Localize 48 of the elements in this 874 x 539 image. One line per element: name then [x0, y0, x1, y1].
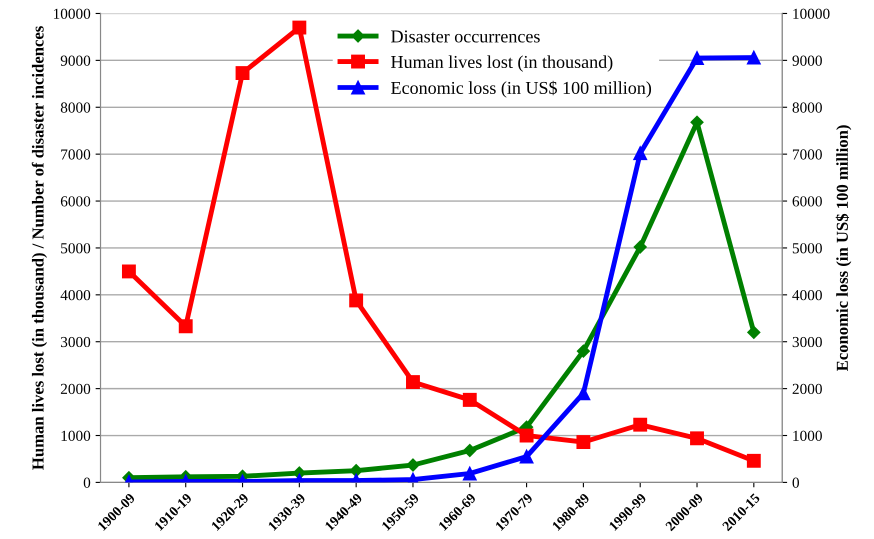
y2-tick-label: 0 [792, 478, 800, 488]
point [292, 20, 306, 34]
y2-tick-label: 9000 [792, 56, 822, 66]
y-tick-label: 7000 [61, 149, 90, 160]
point [350, 464, 363, 478]
point [576, 435, 590, 450]
point [634, 240, 647, 254]
point [406, 375, 420, 389]
y-tick-label: 8000 [60, 102, 90, 113]
point [462, 392, 477, 407]
legend-label: Economic loss (in US$ 100 million) [391, 80, 652, 98]
y-axis-title: Human lives lost (in thousand) / Number of disaster incidences [32, 26, 48, 470]
y2-tick-label: 1000 [793, 430, 822, 441]
legend-label: Human lives lost (in thousand) [391, 55, 612, 72]
point [122, 264, 136, 278]
y-tick-label: 1000 [62, 430, 90, 441]
point [463, 444, 476, 458]
y-tick-label: 2000 [60, 384, 90, 394]
y2-tick-label: 4000 [792, 290, 822, 300]
y-tick-label: 5000 [61, 243, 90, 254]
y-tick-label: 4000 [60, 290, 90, 300]
y-tick-label: 3000 [60, 336, 90, 348]
y2-tick-label: 5000 [792, 243, 822, 254]
y2-tick-label: 2000 [792, 384, 822, 394]
y2-tick-label: 10000 [793, 8, 830, 19]
point [690, 51, 704, 65]
y2-tick-label: 8000 [792, 102, 822, 113]
y-tick-label: 10000 [54, 8, 90, 19]
y2-axis-title: Economic loss (in US$ 100 million) [836, 125, 852, 372]
point [747, 326, 760, 339]
legend-label: Disaster occurrences [391, 30, 540, 43]
y-tick-label: 6000 [60, 196, 90, 206]
point [746, 50, 761, 64]
point [633, 418, 648, 432]
y-tick-label: 9000 [60, 56, 90, 66]
point [406, 458, 420, 472]
y2-tick-label: 3000 [792, 336, 822, 348]
point [633, 146, 648, 160]
point [236, 66, 250, 80]
point [690, 431, 704, 446]
point [178, 319, 193, 334]
point [576, 344, 590, 358]
point [349, 294, 364, 308]
y2-tick-label: 6000 [792, 196, 822, 206]
point [746, 454, 761, 468]
y2-tick-label: 7000 [792, 149, 822, 160]
point [520, 428, 534, 442]
y-tick-label: 0 [84, 478, 90, 488]
